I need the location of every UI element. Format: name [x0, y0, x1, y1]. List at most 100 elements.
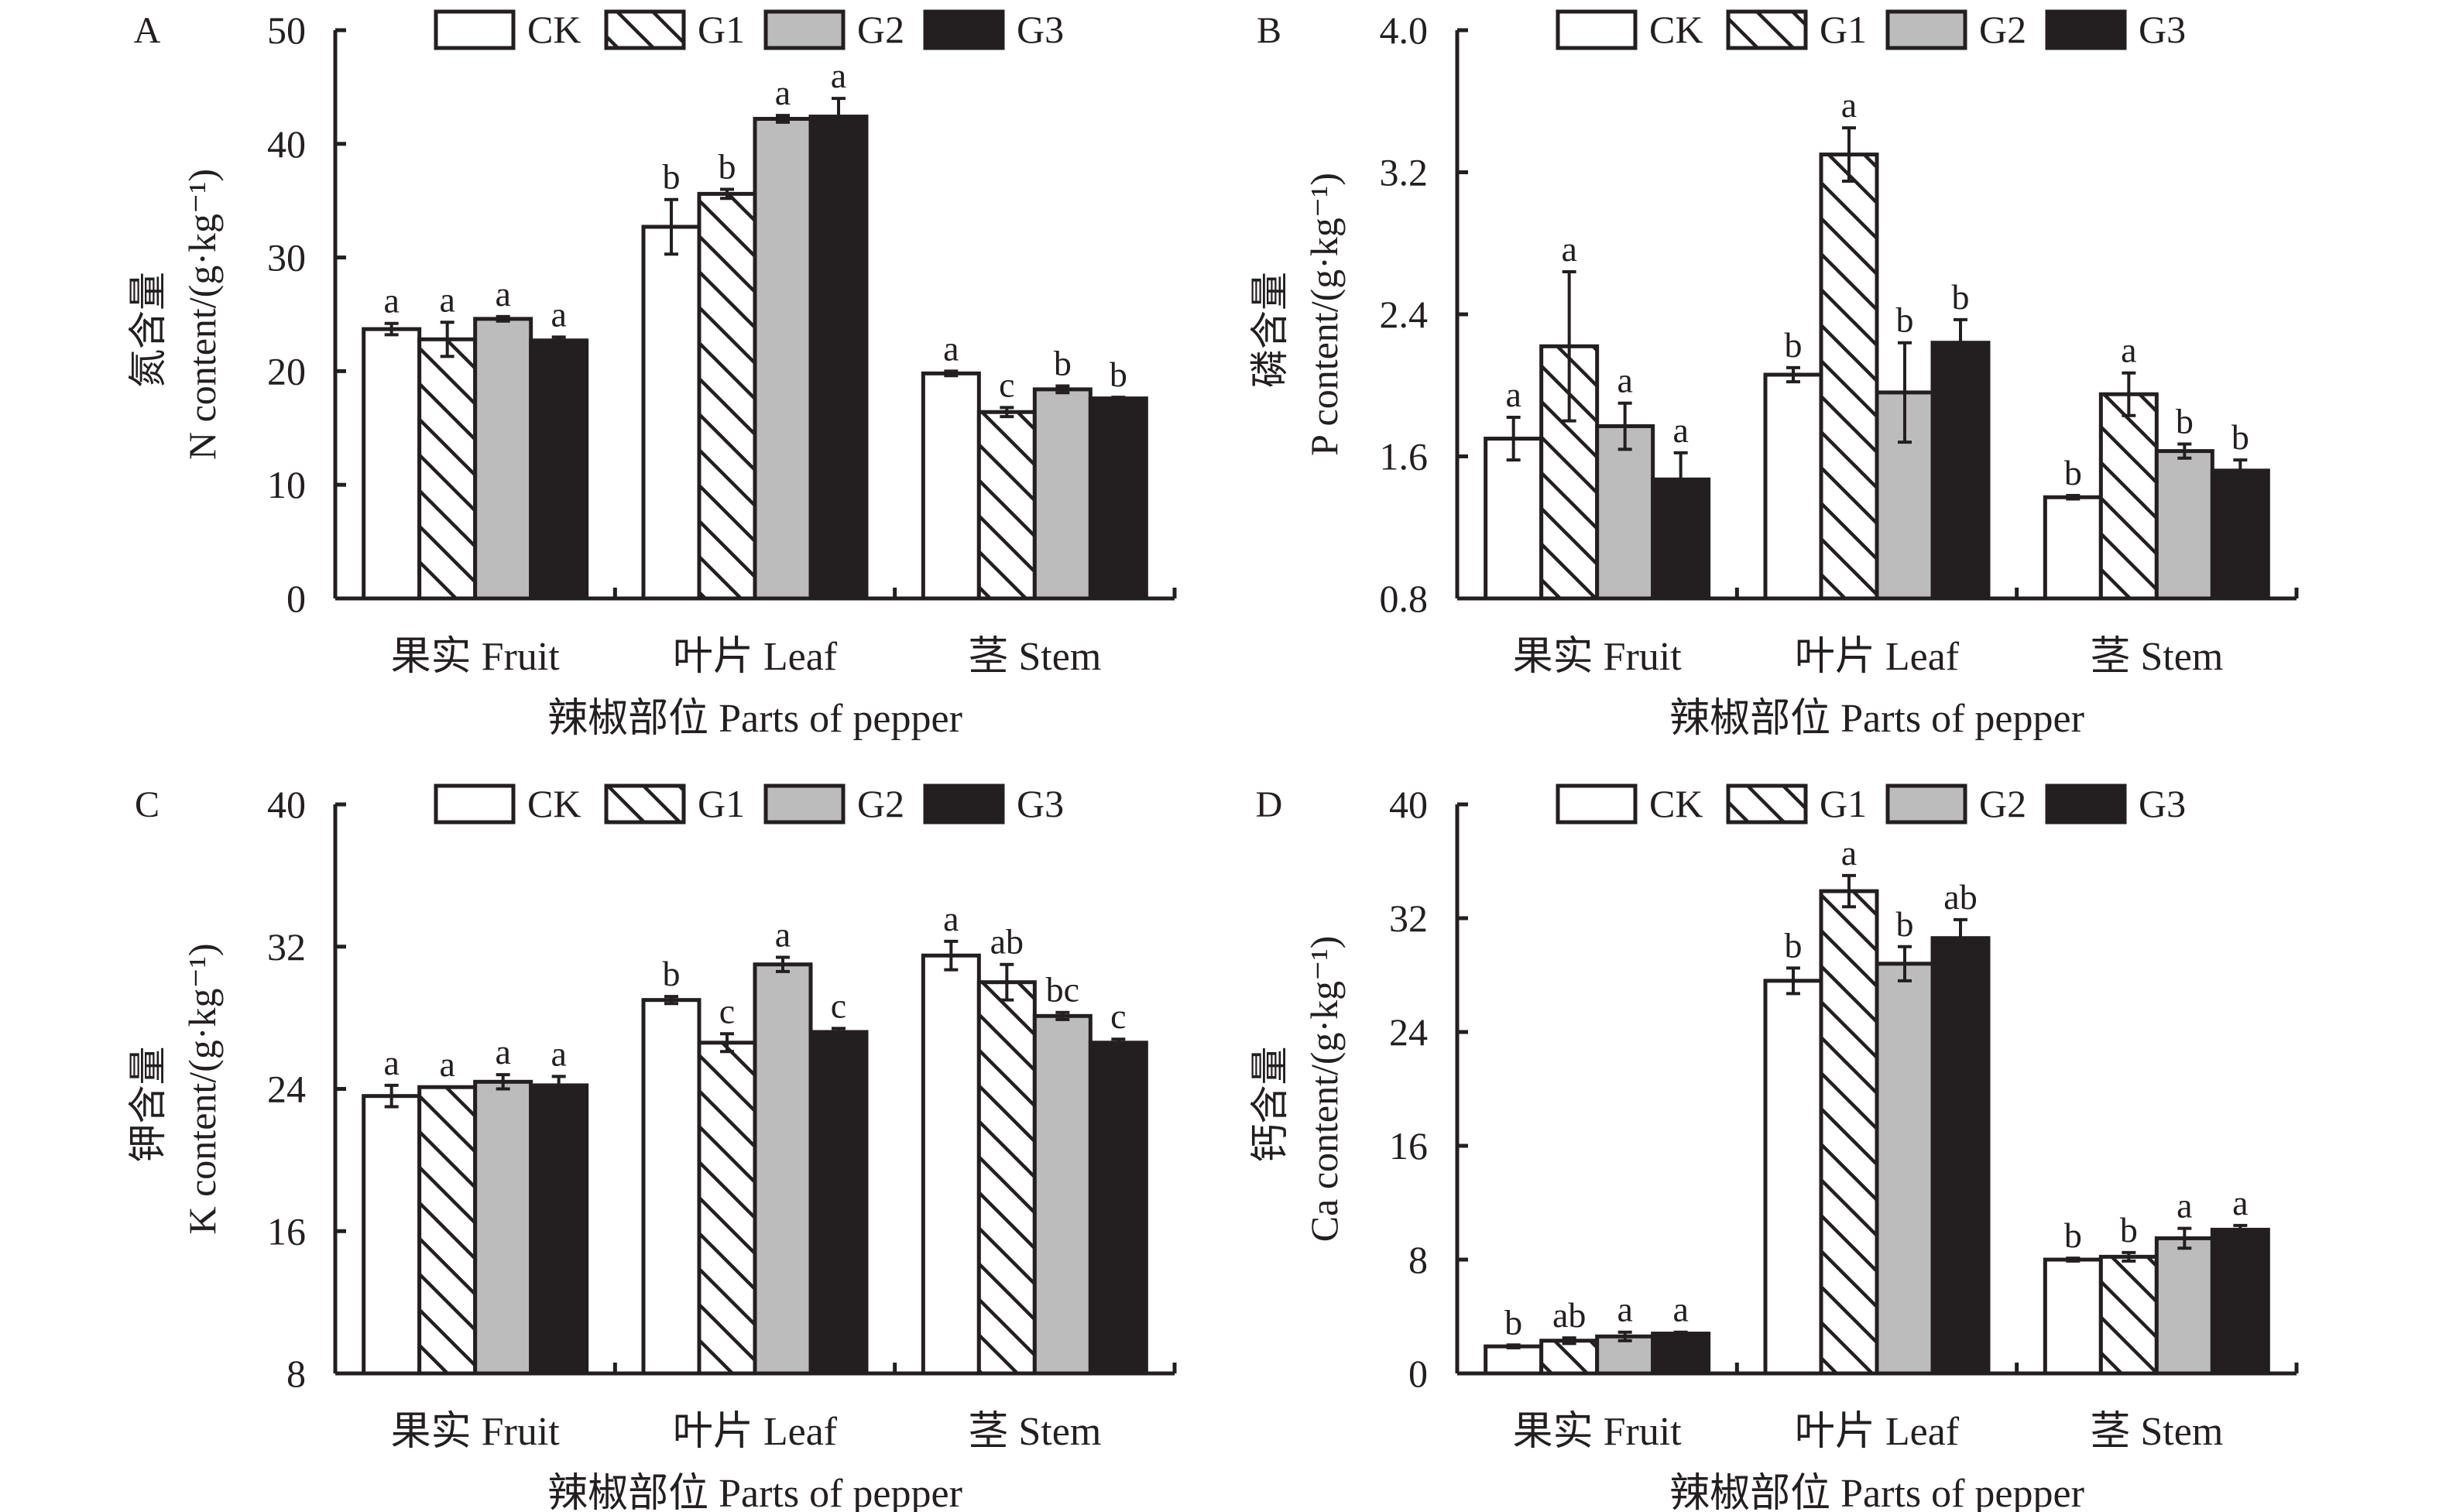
bar-g2	[2154, 1236, 2214, 1376]
legend: CK G1 G2 G3	[1556, 782, 2186, 825]
legend-swatch-g2	[763, 783, 846, 825]
y-tick-label: 10	[267, 463, 306, 506]
bar-g2	[1875, 962, 1935, 1376]
x-category-label: 叶片 Leaf	[1795, 1410, 1960, 1454]
legend-label: G2	[857, 782, 904, 825]
legend-swatch-g1	[604, 783, 686, 825]
y-tick-label: 40	[267, 783, 306, 826]
y-axis-title-cn: 磷含量	[1248, 272, 1292, 388]
x-category-label: 叶片 Leaf	[673, 635, 838, 679]
x-category-label: 茎 Stem	[968, 635, 1101, 679]
y-axis-title-cn: 钙含量	[1248, 1047, 1292, 1163]
y-tick-label: 24	[267, 1068, 306, 1111]
legend-swatch-ck	[434, 9, 516, 50]
y-tick-label: 40	[1389, 783, 1428, 826]
legend-label: G2	[857, 8, 904, 51]
panel-letter: A	[134, 10, 161, 51]
significance-letter: b	[1504, 1302, 1522, 1342]
bar-ck	[1763, 979, 1823, 1376]
significance-letter: a	[831, 56, 846, 95]
legend-label: G3	[1017, 782, 1064, 825]
legend-label: G2	[1979, 8, 2026, 51]
chart-panel-a: A 0 10 20 30 40 50 氮含量 N content/(g·kg⁻¹) 果实 Frui…	[126, 8, 1177, 741]
x-category-label: 果实 Fruit	[391, 635, 561, 679]
x-axis-title: 辣椒部位 Parts of pepper	[1669, 697, 2084, 741]
y-tick-label: 32	[1389, 897, 1428, 940]
significance-letter: a	[1617, 1290, 1632, 1329]
bar-g3	[808, 115, 869, 601]
significance-letter: b	[1785, 325, 1803, 365]
significance-letter: c	[719, 991, 735, 1030]
legend-swatch-g3	[2045, 783, 2127, 825]
y-tick-label: 0	[286, 577, 306, 620]
x-category-label: 果实 Fruit	[391, 1410, 561, 1454]
bar-g1	[2098, 1254, 2159, 1376]
significance-letter: a	[943, 899, 959, 938]
significance-letter: a	[1841, 833, 1857, 873]
bar-ck	[921, 953, 981, 1376]
bar-g3	[1651, 1332, 1711, 1376]
bar-g2	[473, 1079, 533, 1376]
bar-g3	[1088, 396, 1148, 601]
bar-g1	[976, 980, 1037, 1376]
significance-letter: a	[383, 1043, 399, 1082]
bar-g3	[2210, 468, 2270, 601]
legend-label: G1	[698, 782, 745, 825]
significance-letter: c	[1110, 996, 1126, 1036]
significance-letter: c	[999, 365, 1014, 404]
bar-g1	[976, 410, 1037, 601]
significance-letter: b	[1896, 904, 1914, 944]
significance-letter: b	[663, 157, 681, 197]
legend-swatch-g2	[1885, 9, 1967, 50]
legend-label: CK	[1649, 782, 1703, 825]
significance-letter: b	[1785, 925, 1803, 965]
significance-letter: a	[1672, 410, 1688, 450]
significance-letter: a	[775, 73, 791, 112]
legend-label: CK	[527, 8, 581, 51]
bar-ck	[362, 1094, 422, 1376]
significance-letter: a	[439, 279, 455, 319]
legend-swatch-ck	[1556, 783, 1638, 825]
y-axis-title-en: P content/(g·kg⁻¹)	[1302, 173, 1346, 456]
x-category-label: 叶片 Leaf	[673, 1410, 838, 1454]
bar-g2	[1595, 424, 1655, 601]
legend-swatch-ck	[434, 783, 516, 825]
legend-label: CK	[527, 782, 581, 825]
legend: CK G1 G2 G3	[434, 782, 1064, 825]
significance-letter: b	[1110, 355, 1127, 394]
x-category-label: 果实 Fruit	[1513, 1410, 1683, 1454]
legend-swatch-g1	[604, 9, 686, 50]
significance-letter: bc	[1046, 970, 1079, 1010]
bar-ck	[2043, 495, 2103, 601]
significance-letter: a	[775, 915, 791, 955]
x-axis-title: 辣椒部位 Parts of pepper	[547, 697, 962, 741]
y-tick-label: 2.4	[1380, 293, 1429, 336]
bar-g1	[1819, 153, 1879, 601]
panel-letter: C	[135, 784, 160, 825]
y-tick-label: 40	[267, 122, 306, 166]
panel-letter: D	[1256, 784, 1283, 825]
y-tick-label: 32	[267, 925, 306, 969]
bar-g1	[417, 1085, 478, 1376]
legend-swatch-g3	[2045, 9, 2127, 50]
chart-panel-d: D 0 8 16 24 32 40 钙含量 Ca content/(g·kg⁻¹) 果实 Frui…	[1248, 782, 2299, 1512]
y-tick-label: 16	[1389, 1124, 1428, 1167]
x-axis-title: 辣椒部位 Parts of pepper	[1669, 1472, 2084, 1512]
bar-ck	[362, 327, 422, 601]
bar-ck	[921, 371, 981, 601]
y-tick-label: 1.6	[1380, 435, 1429, 478]
x-category-label: 叶片 Leaf	[1795, 635, 1960, 679]
y-tick-label: 16	[267, 1209, 306, 1253]
bar-g1	[2098, 392, 2159, 601]
bar-g3	[1651, 477, 1711, 601]
significance-letter: a	[551, 1034, 566, 1073]
significance-letter: b	[2120, 1210, 2138, 1250]
bar-g1	[697, 191, 757, 601]
chart-panel-c: C 8 16 24 32 40 钾含量 K content/(g·kg⁻¹) 果实 Fruit 叶…	[126, 782, 1177, 1512]
bar-g3	[1930, 341, 1991, 601]
bar-g1	[417, 337, 478, 601]
legend-label: G1	[1820, 8, 1867, 51]
legend-swatch-g1	[1726, 783, 1808, 825]
bar-g2	[753, 962, 813, 1376]
